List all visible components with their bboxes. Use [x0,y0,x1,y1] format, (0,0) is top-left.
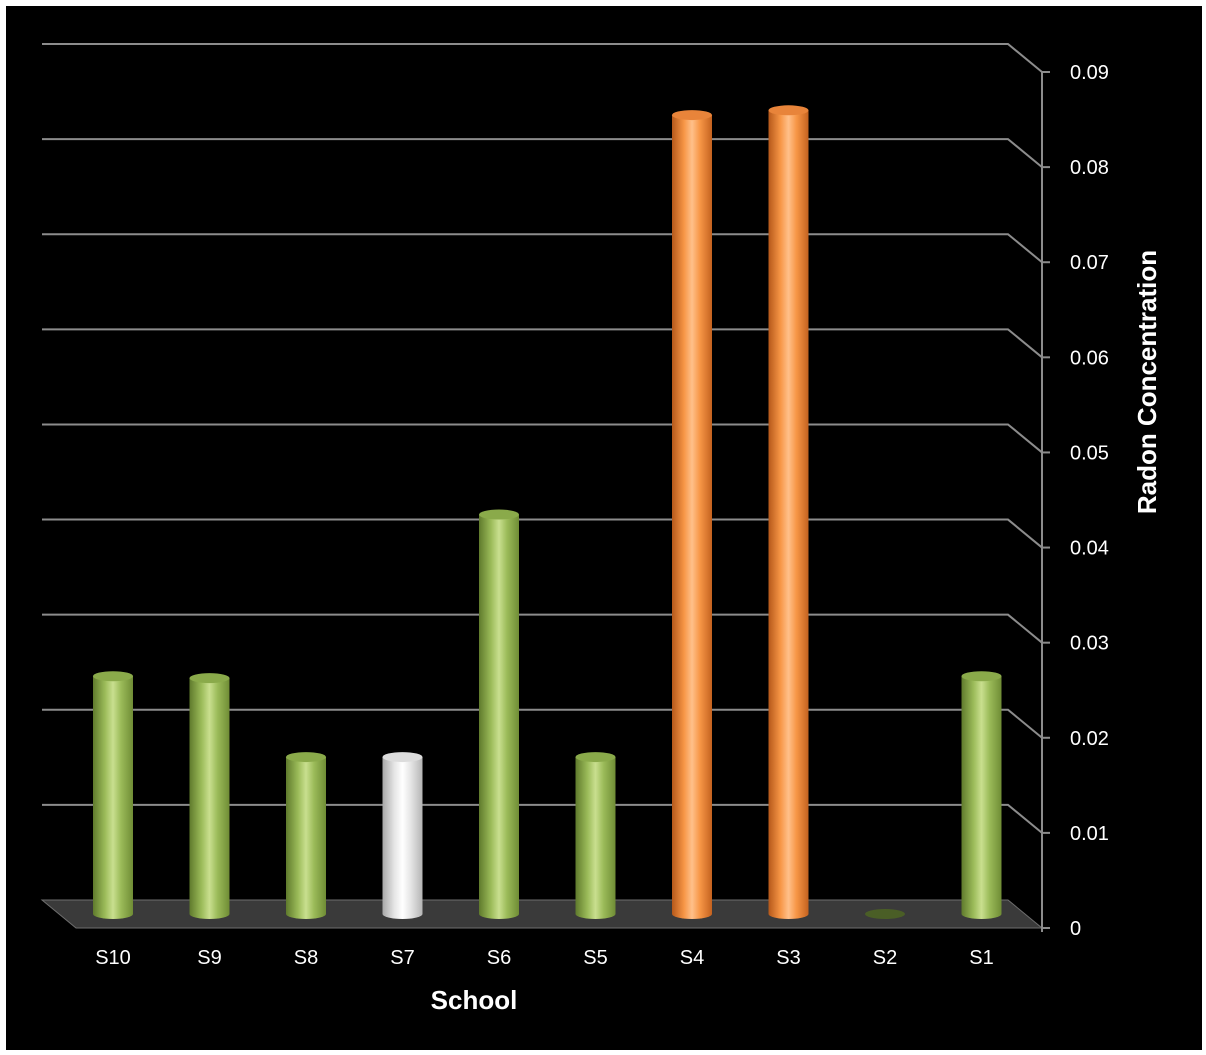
bar-chart: 0 0.01 0.02 0.03 0.04 0.05 0.06 0.07 0.08 0.09 S1… [40,43,1162,1015]
bar-cap [286,752,326,763]
bar [286,752,326,919]
bar [865,909,905,919]
gridline [42,708,1043,739]
y-axis-title: Radon Concentration [1132,250,1162,514]
x-tick-label: S10 [95,947,131,969]
bar-body [672,115,712,920]
bar-body [286,757,326,919]
gridline [42,803,1043,834]
x-tick-label: S3 [776,947,800,969]
bar [93,671,133,919]
x-tick-label: S9 [197,947,221,969]
bar-body [189,678,230,919]
x-tick-label: S5 [583,947,607,969]
bar-cap [575,752,616,763]
y-tick-label: 0.08 [1070,157,1109,179]
gridline [42,138,1043,168]
bar [961,671,1002,919]
gridline [42,328,1043,359]
y-tick-label: 0.01 [1070,823,1109,845]
y-tick-label: 0.06 [1070,347,1109,369]
gridline-layer [42,43,1050,932]
bar-cap [865,909,905,919]
x-tick-label-layer: S10 S9 S8 S7 S6 S5 S4 S3 S2 S1 [95,947,994,969]
gridline [42,423,1043,454]
bar-body [961,676,1002,919]
x-axis-title: School [431,985,518,1015]
bar [479,509,519,919]
bar-cap [189,673,230,684]
bar-cap [961,671,1002,682]
bar-body [479,514,519,919]
y-tick-label-layer: 0 0.01 0.02 0.03 0.04 0.05 0.06 0.07 0.08 0.09 [1070,62,1109,940]
y-tick-label: 0.02 [1070,728,1109,750]
bar-layer [93,105,1002,920]
gridline [42,518,1043,549]
gridline [42,43,1043,73]
bar-cap [479,509,519,520]
x-tick-label: S8 [294,947,318,969]
bar-cap [93,671,133,682]
bar [382,752,423,919]
bar [672,110,712,920]
bar-body [382,757,423,919]
bar-body [575,757,616,919]
bar-body [93,676,133,919]
x-tick-label: S7 [390,947,414,969]
bar-body [768,110,809,920]
bar [768,105,809,920]
x-tick-label: S6 [487,947,511,969]
bar-cap [382,752,423,763]
bar [575,752,616,919]
x-tick-label: S2 [873,947,897,969]
y-tick-label: 0.07 [1070,252,1109,274]
gridline [42,613,1043,644]
x-tick-label: S1 [969,947,993,969]
y-tick-label: 0 [1070,918,1081,940]
y-tick-label: 0.04 [1070,538,1109,560]
y-tick-label: 0.05 [1070,442,1109,464]
y-tick-label: 0.09 [1070,62,1109,84]
x-tick-label: S4 [680,947,704,969]
bar [189,673,230,919]
gridline [42,233,1043,263]
bar-cap [768,105,809,116]
bar-cap [672,110,712,121]
y-tick-label: 0.03 [1070,633,1109,655]
chart-frame: 0 0.01 0.02 0.03 0.04 0.05 0.06 0.07 0.08 0.09 S1… [6,6,1202,1050]
